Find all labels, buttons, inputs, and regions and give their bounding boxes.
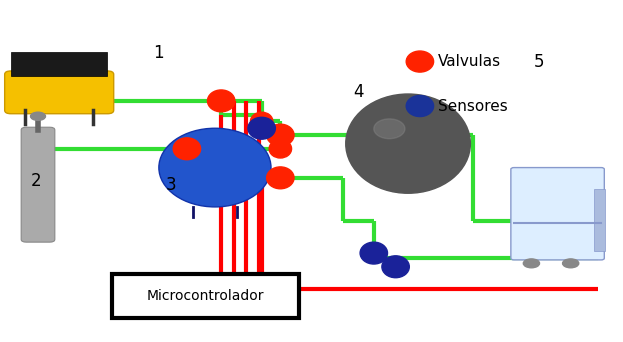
Ellipse shape [355, 101, 459, 184]
Text: 2: 2 [31, 172, 42, 190]
Circle shape [523, 259, 540, 268]
Ellipse shape [351, 98, 464, 188]
Text: 5: 5 [534, 53, 544, 70]
Ellipse shape [348, 95, 468, 192]
Ellipse shape [207, 90, 235, 112]
Ellipse shape [346, 94, 470, 193]
Ellipse shape [400, 135, 404, 139]
Ellipse shape [346, 94, 470, 193]
Circle shape [563, 259, 579, 268]
FancyBboxPatch shape [511, 168, 604, 260]
Ellipse shape [372, 114, 439, 167]
Ellipse shape [378, 118, 432, 161]
Ellipse shape [360, 242, 388, 264]
Ellipse shape [382, 256, 409, 278]
Ellipse shape [366, 110, 445, 173]
Ellipse shape [159, 128, 271, 207]
Ellipse shape [374, 119, 405, 139]
Ellipse shape [374, 116, 436, 165]
Text: 4: 4 [353, 83, 363, 101]
Ellipse shape [406, 51, 434, 72]
FancyBboxPatch shape [11, 52, 107, 76]
Ellipse shape [359, 104, 454, 180]
Ellipse shape [248, 117, 275, 139]
Ellipse shape [364, 108, 447, 174]
FancyBboxPatch shape [112, 274, 299, 318]
Ellipse shape [361, 105, 452, 178]
Ellipse shape [396, 133, 409, 143]
Text: Sensores: Sensores [438, 98, 508, 114]
Ellipse shape [391, 128, 416, 148]
Ellipse shape [267, 124, 294, 146]
FancyBboxPatch shape [21, 127, 55, 242]
Ellipse shape [269, 140, 292, 158]
Text: Valvulas: Valvulas [438, 54, 501, 69]
Ellipse shape [383, 122, 425, 156]
Ellipse shape [385, 124, 422, 154]
Ellipse shape [379, 120, 429, 159]
Ellipse shape [406, 95, 434, 117]
Ellipse shape [381, 121, 427, 157]
Text: 1: 1 [153, 44, 164, 62]
Circle shape [31, 112, 45, 120]
Ellipse shape [363, 107, 450, 176]
Ellipse shape [368, 111, 443, 171]
Ellipse shape [394, 131, 411, 144]
Ellipse shape [353, 100, 461, 186]
FancyBboxPatch shape [5, 71, 113, 114]
Ellipse shape [392, 130, 413, 146]
Ellipse shape [370, 113, 440, 169]
Text: Microcontrolador: Microcontrolador [147, 289, 264, 303]
Ellipse shape [387, 126, 420, 152]
Ellipse shape [350, 97, 466, 189]
FancyBboxPatch shape [594, 189, 605, 251]
Ellipse shape [376, 117, 434, 163]
Ellipse shape [398, 134, 406, 141]
Ellipse shape [357, 103, 457, 182]
Ellipse shape [173, 138, 201, 160]
Ellipse shape [389, 127, 418, 150]
Text: 3: 3 [166, 176, 177, 194]
Ellipse shape [267, 167, 294, 189]
Ellipse shape [250, 112, 273, 131]
